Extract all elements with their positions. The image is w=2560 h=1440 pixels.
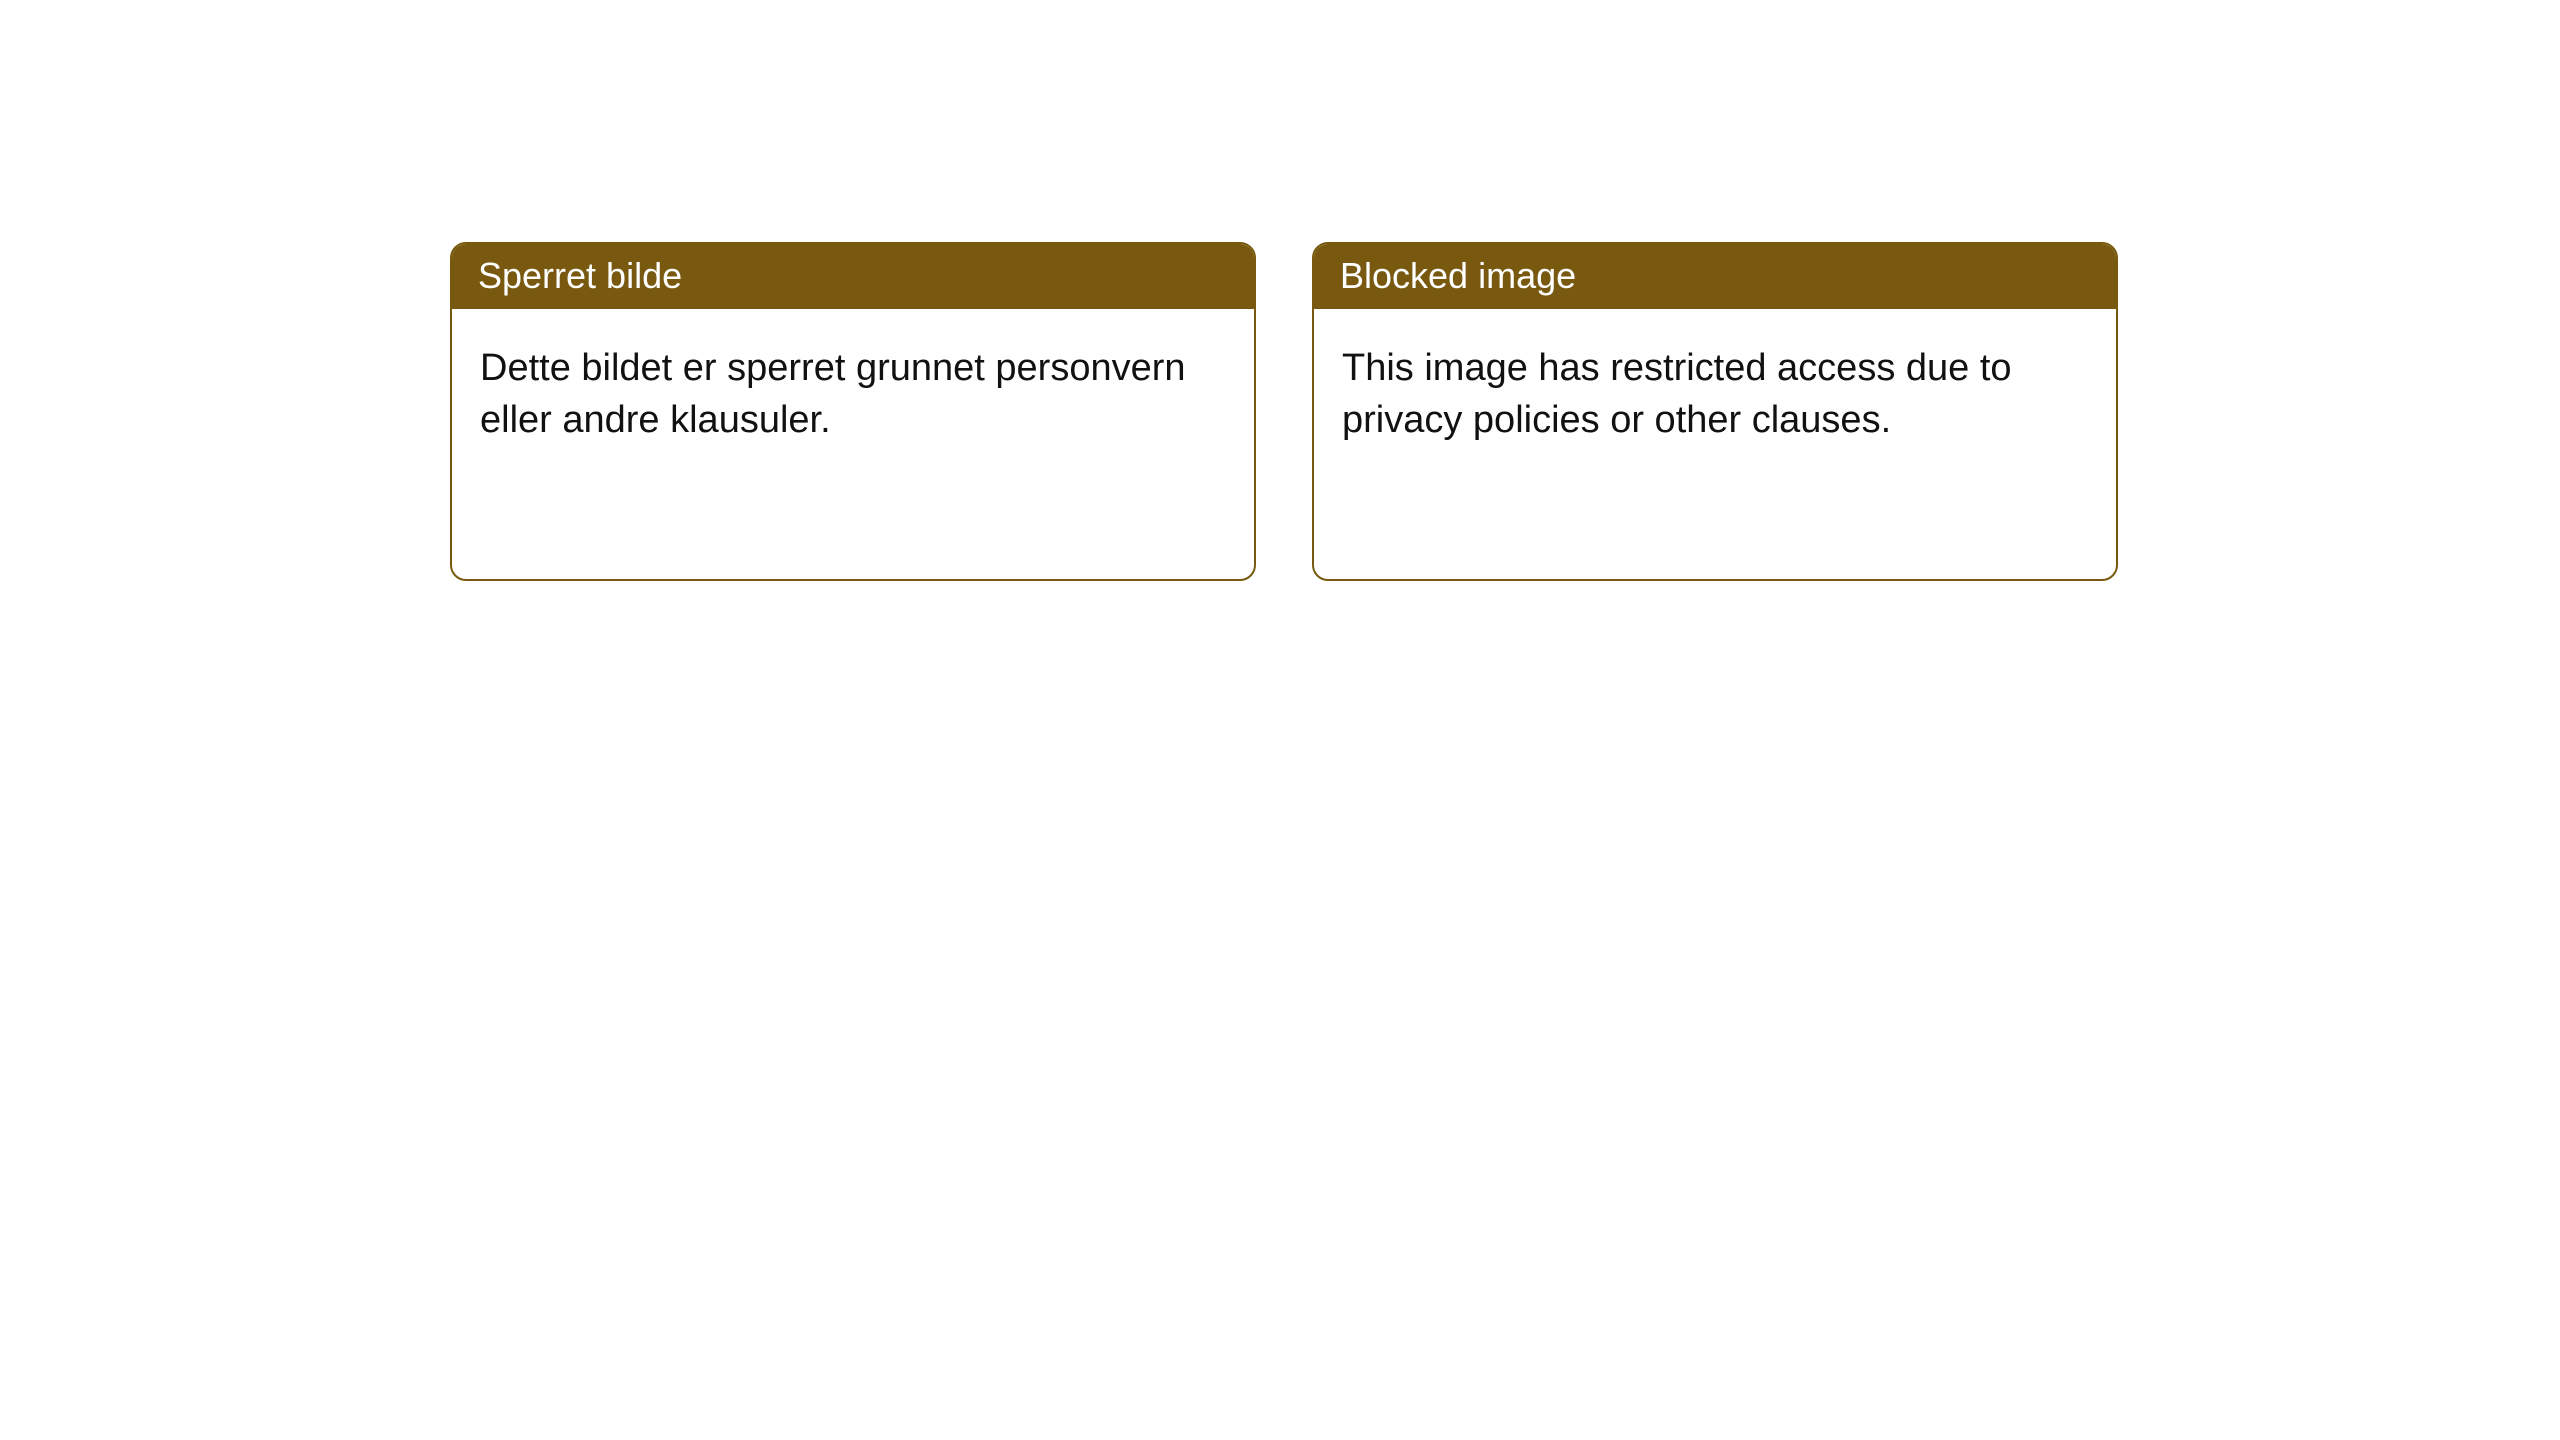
notice-body-en: This image has restricted access due to …: [1314, 309, 2116, 579]
notice-card-no: Sperret bilde Dette bildet er sperret gr…: [450, 242, 1256, 581]
notice-body-no: Dette bildet er sperret grunnet personve…: [452, 309, 1254, 579]
notice-card-en: Blocked image This image has restricted …: [1312, 242, 2118, 581]
notice-header-en: Blocked image: [1314, 244, 2116, 309]
notice-container: Sperret bilde Dette bildet er sperret gr…: [0, 0, 2560, 581]
notice-header-no: Sperret bilde: [452, 244, 1254, 309]
